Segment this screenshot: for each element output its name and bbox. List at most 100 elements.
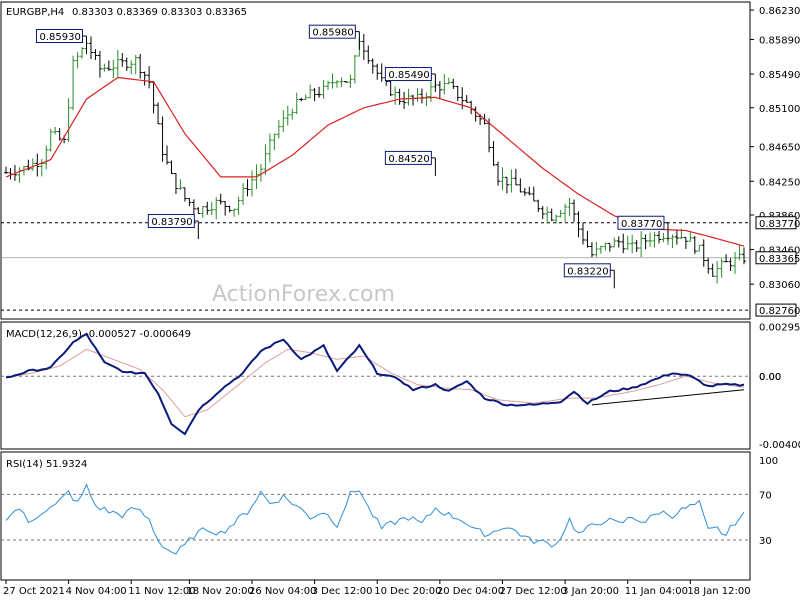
- price-annotations: 0.85930 0.85980 0.85490 0.84520 0.83790 0.837…: [36, 24, 669, 289]
- ohlc-bar: [554, 214, 559, 224]
- ohlc-bar: [415, 87, 420, 102]
- ohlc-bar: [733, 251, 738, 274]
- x-tick-label: 20 Dec 04:00: [437, 586, 504, 597]
- ohlc-bar: [585, 231, 590, 248]
- ohlc-bar: [652, 231, 657, 248]
- annotation-label: 0.83770: [621, 219, 662, 230]
- ohlc-bar: [500, 167, 505, 191]
- ohlc-bar: [393, 86, 398, 105]
- ohlc-bar: [151, 80, 156, 114]
- price-tick-label: 0.85890: [759, 35, 800, 46]
- ohlc-bar: [674, 229, 679, 245]
- ohlc-bar: [214, 196, 219, 220]
- ohlc-bar: [455, 85, 460, 102]
- ohlc-bar: [706, 257, 711, 274]
- ohlc-bar: [209, 201, 214, 216]
- x-tick-label: 4 Nov 04:00: [66, 586, 127, 597]
- ohlc-bar: [281, 110, 286, 132]
- rsi-line: [5, 483, 745, 555]
- rsi-panel-frame: [0, 451, 751, 581]
- ohlc-bar: [124, 57, 129, 72]
- ohlc-bar: [648, 232, 653, 247]
- macd-indicator: [1, 332, 750, 436]
- ohlc-bar: [549, 208, 554, 221]
- ohlc-bar: [643, 234, 648, 250]
- macd-label: MACD(12,26,9) -0.000527 -0.000649: [6, 329, 191, 340]
- price-tick-label: 0.83460: [759, 246, 800, 257]
- ohlc-bar: [446, 77, 451, 85]
- ohlc-bar: [598, 245, 603, 254]
- ohlc-bar: [8, 168, 13, 180]
- ohlc-bar: [321, 80, 326, 99]
- price-tick-label: 0.85490: [759, 70, 800, 81]
- ohlc-bar: [728, 258, 733, 272]
- ohlc-bar: [630, 234, 635, 254]
- ohlc-bar: [594, 241, 599, 257]
- ohlc-bar: [670, 234, 675, 249]
- ohlc-bar: [245, 179, 250, 197]
- ohlc-bar: [580, 222, 585, 245]
- ohlc-bar: [66, 98, 71, 142]
- ohlc-bar: [120, 53, 125, 67]
- level-price-box: [755, 216, 797, 230]
- price-tick-label: 0.86230: [759, 6, 800, 17]
- x-tick-label: 18 Nov 20:00: [186, 586, 253, 597]
- ohlc-bar: [715, 261, 720, 284]
- current-price-label: 0.83365: [759, 254, 800, 265]
- ohlc-bar: [406, 88, 411, 106]
- ohlc-bar: [661, 233, 666, 243]
- ohlc-bar: [312, 88, 317, 102]
- ohlc-bar: [285, 105, 290, 126]
- ohlc-bar: [464, 95, 469, 103]
- ohlc-bar: [276, 119, 281, 139]
- watermark: ActionForex.com: [212, 282, 395, 307]
- ohlc-bar: [196, 207, 201, 215]
- ohlc-bar: [612, 237, 617, 248]
- rsi-tick-label: 30: [759, 536, 772, 547]
- ohlc-bar: [710, 263, 715, 277]
- ohlc-bar: [44, 145, 49, 170]
- ohlc-bar: [267, 133, 272, 163]
- ohlc-bar: [361, 33, 366, 60]
- ohlc-bar: [688, 231, 693, 242]
- ohlc-bar: [545, 206, 550, 224]
- ohlc-bar: [187, 197, 192, 207]
- ohlc-bar: [639, 231, 644, 258]
- ohlc-bar: [97, 50, 102, 78]
- ohlc-bar: [53, 126, 58, 135]
- ohlc-bar: [683, 236, 688, 249]
- ohlc-bar: [294, 92, 299, 115]
- ohlc-bar: [567, 197, 572, 217]
- ohlc-bar: [719, 258, 724, 278]
- price-annotation: 0.85490: [384, 67, 436, 93]
- rsi-label: RSI(14) 51.9324: [6, 459, 87, 470]
- ohlc-bar: [334, 80, 339, 88]
- ohlc-bar: [173, 172, 178, 195]
- ohlc-bar: [402, 91, 407, 110]
- ohlc-bar: [250, 170, 254, 197]
- ohlc-bar: [17, 167, 22, 183]
- ohlc-bar: [375, 63, 380, 80]
- ohlc-bar: [563, 203, 568, 222]
- ohlc-bar: [737, 245, 742, 261]
- x-tick-label: 3 Dec 12:00: [312, 586, 373, 597]
- ohlc-bar: [473, 106, 478, 122]
- ohlc-bar: [634, 239, 639, 253]
- ohlc-bar: [348, 74, 353, 88]
- level-price-label: 0.83770: [759, 219, 800, 230]
- ohlc-bar: [80, 47, 85, 59]
- ohlc-bar: [442, 73, 447, 95]
- ohlc-bar: [142, 71, 147, 86]
- ohlc-bar: [509, 169, 514, 193]
- ohlc-bar: [366, 45, 371, 64]
- price-annotation: 0.83790: [147, 214, 199, 240]
- macd-line: [5, 332, 745, 436]
- ohlc-bar: [57, 128, 62, 141]
- ohlc-bar: [419, 88, 424, 104]
- ohlc-bar: [111, 60, 116, 79]
- macd-tick-label: 0.00: [759, 372, 781, 383]
- ohlc-bar: [223, 200, 228, 216]
- ohlc-bar: [576, 211, 581, 238]
- ohlc-bar: [263, 144, 268, 175]
